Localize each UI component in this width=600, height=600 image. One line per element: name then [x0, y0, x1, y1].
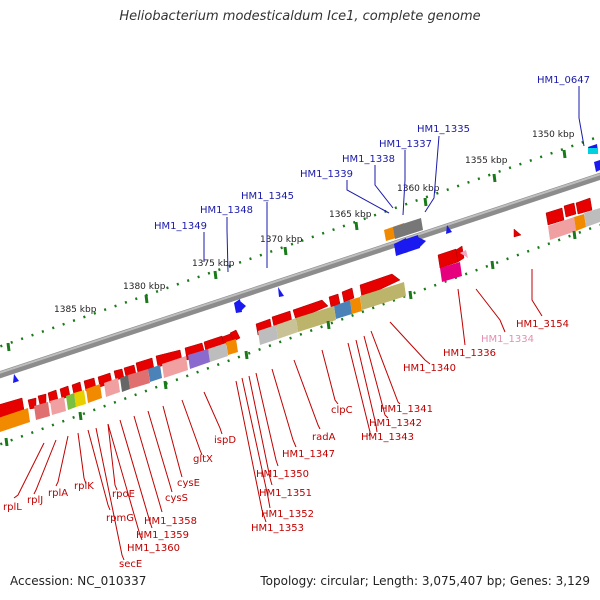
- gene-arrow: [13, 374, 19, 383]
- reverse-cog-boxes: [0, 208, 600, 432]
- top-gene-labels: HM1_0647 HM1_1335 HM1_1337 HM1_1338 HM1_…: [154, 75, 590, 232]
- gene-label: HM1_1345: [241, 191, 294, 202]
- bottom-leader-lines: [13, 269, 543, 561]
- gene-arrow: [234, 299, 242, 313]
- gene-label: HM1_0647: [537, 75, 590, 86]
- gene-label: secE: [119, 559, 142, 570]
- gene-label: HM1_1352: [261, 509, 314, 520]
- gene-label: HM1_1343: [361, 432, 414, 443]
- gene-label: HM1_1348: [200, 205, 253, 216]
- genome-backbone-highlight: [0, 173, 600, 374]
- forward-cog-boxes: [384, 218, 423, 241]
- scale-label: 1370 kbp: [260, 235, 303, 245]
- outer-scale-arc: [0, 136, 596, 348]
- cyan-feature: [588, 148, 598, 154]
- gene-label: rplA: [48, 488, 68, 499]
- gene-label: HM1_1339: [300, 169, 353, 180]
- pink-gene: [460, 250, 468, 258]
- top-leader-lines: [203, 86, 585, 273]
- gene-label: HM1_1353: [251, 523, 304, 534]
- gene-label: HM1_1347: [282, 449, 335, 460]
- gene-label: rplJ: [27, 495, 43, 506]
- gene-label: HM1_1359: [136, 530, 189, 541]
- map-title: Heliobacterium modesticaldum Ice1, compl…: [119, 9, 481, 24]
- scale-label-group: 1350 kbp 1355 kbp 1360 kbp 1365 kbp 1370…: [54, 130, 575, 315]
- gene-label: HM1_1335: [417, 124, 470, 135]
- gene-label: HM1_1338: [342, 154, 395, 165]
- gene-label: HM1_1360: [127, 543, 180, 554]
- scale-label: 1365 kbp: [329, 210, 372, 220]
- gene-label: HM1_1337: [379, 139, 432, 150]
- gene-label: gltX: [193, 454, 213, 465]
- magenta-gene: [440, 262, 462, 282]
- gene-label: clpC: [331, 405, 353, 416]
- inner-major-ticks: [4, 230, 577, 447]
- scale-label: 1375 kbp: [192, 259, 235, 269]
- gene-arrow: [240, 301, 246, 311]
- accession-label: Accession: NC_010337: [10, 574, 147, 588]
- gene-arrow: [403, 235, 420, 253]
- gene-arrow: [278, 287, 284, 297]
- gene-label: radA: [312, 432, 336, 443]
- gene-label: HM1_3154: [516, 319, 569, 330]
- gene-label: cysS: [165, 493, 188, 504]
- gene-label: HM1_1350: [256, 469, 309, 480]
- gene-label: rpoE: [112, 489, 135, 500]
- gene-arrow: [416, 236, 426, 248]
- scale-label: 1355 kbp: [465, 156, 508, 166]
- scale-label: 1385 kbp: [54, 305, 97, 315]
- gene-label: HM1_1358: [144, 516, 197, 527]
- genome-backbone: [0, 172, 600, 379]
- gene-label: HM1_1334: [481, 334, 534, 345]
- scale-label: 1350 kbp: [532, 130, 575, 140]
- gene-arrow: [594, 160, 600, 172]
- gene-label: HM1_1340: [403, 363, 456, 374]
- genome-summary-label: Topology: circular; Length: 3,075,407 bp…: [260, 574, 590, 588]
- gene-label: rpmG: [106, 513, 134, 524]
- gene-label: cysE: [177, 478, 200, 489]
- bottom-gene-labels: HM1_3154 HM1_1334 HM1_1336 HM1_1340 HM1_…: [3, 319, 569, 570]
- gene-label: HM1_1351: [259, 488, 312, 499]
- gene-label: rplK: [74, 481, 94, 492]
- gene-label: HM1_1341: [380, 404, 433, 415]
- gene-label: HM1_1349: [154, 221, 207, 232]
- gene-label: ispD: [214, 435, 236, 446]
- outer-major-ticks: [6, 149, 567, 352]
- scale-label: 1360 kbp: [397, 184, 440, 194]
- gene-label: HM1_1342: [369, 418, 422, 429]
- gene-arrow: [446, 225, 452, 234]
- scale-label: 1380 kbp: [123, 282, 166, 292]
- gene-label: rplL: [3, 502, 22, 513]
- gene-label: HM1_1336: [443, 348, 496, 359]
